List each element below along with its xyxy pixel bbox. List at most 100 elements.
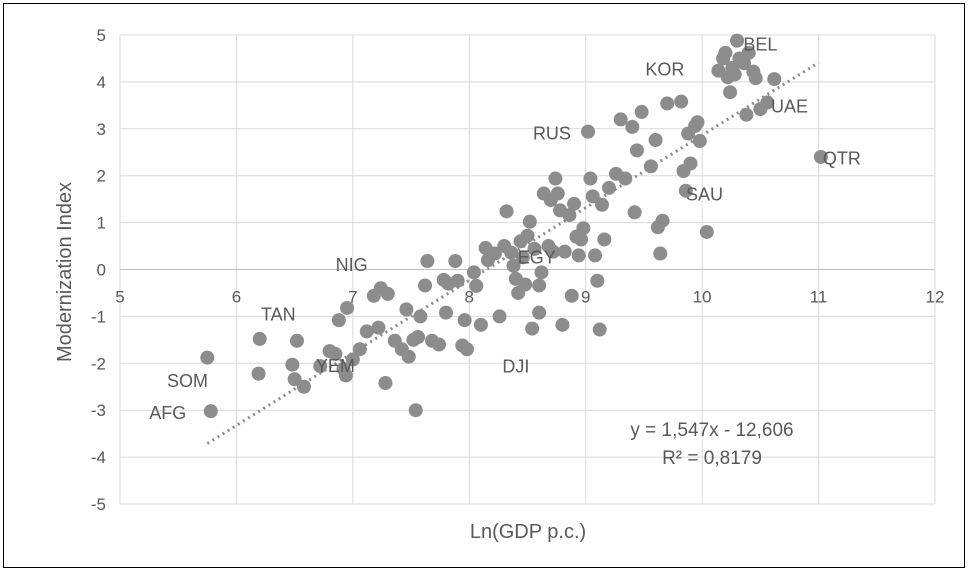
data-point: [313, 359, 328, 374]
x-tick-label: 10: [693, 288, 712, 307]
data-point: [730, 33, 745, 48]
data-point: [683, 156, 698, 171]
data-point: [574, 232, 589, 247]
data-point: [548, 171, 563, 186]
data-point: [378, 375, 393, 390]
data-point: [760, 95, 775, 110]
data-point: [331, 313, 346, 328]
data-point: [459, 342, 474, 357]
x-tick-label: 7: [348, 288, 357, 307]
data-point: [473, 317, 488, 332]
data-point: [564, 288, 579, 303]
data-point: [739, 107, 754, 122]
x-tick-label: 9: [581, 288, 590, 307]
data-point: [457, 313, 472, 328]
country-label: EGY: [518, 247, 556, 267]
data-point: [499, 204, 514, 219]
data-point: [287, 372, 302, 387]
y-tick-label: 0: [97, 261, 106, 280]
data-point: [251, 366, 266, 381]
data-point: [627, 205, 642, 220]
data-point: [546, 244, 561, 259]
data-point: [678, 183, 693, 198]
trendline: [206, 61, 820, 445]
country-label: KOR: [645, 60, 684, 80]
x-tick-label: 12: [926, 288, 945, 307]
data-point: [588, 248, 603, 263]
data-point: [595, 197, 610, 212]
y-tick-label: -1: [91, 307, 106, 326]
data-point: [439, 305, 453, 320]
data-point: [534, 265, 549, 280]
data-point: [418, 278, 433, 293]
data-point: [597, 232, 612, 247]
x-tick-label: 11: [810, 288, 828, 307]
data-point: [487, 246, 502, 261]
y-tick-label: -4: [91, 448, 106, 467]
data-point: [469, 278, 484, 293]
data-point: [352, 342, 367, 357]
data-point: [466, 265, 481, 280]
data-point: [359, 324, 374, 339]
data-point: [532, 278, 547, 293]
data-point: [655, 213, 670, 228]
data-point: [557, 244, 572, 259]
data-point: [723, 85, 738, 100]
country-label: YEM: [316, 356, 355, 376]
data-point: [718, 45, 733, 60]
data-point: [748, 71, 763, 86]
data-point: [328, 346, 343, 361]
data-point: [562, 208, 577, 223]
data-point: [506, 258, 521, 273]
x-tick-label: 5: [115, 288, 124, 307]
data-point: [618, 171, 633, 186]
x-tick-label: 6: [232, 288, 241, 307]
y-tick-label: 3: [97, 120, 106, 139]
data-point: [634, 104, 649, 119]
data-point: [399, 302, 414, 317]
y-tick-label: -5: [91, 495, 106, 514]
country-label: DJI: [502, 357, 529, 377]
data-point: [581, 124, 596, 139]
data-point: [567, 196, 582, 211]
data-point: [420, 254, 435, 269]
data-point: [602, 180, 616, 195]
country-label: AFG: [149, 403, 186, 423]
gridlines: [119, 34, 936, 505]
data-point: [527, 241, 542, 256]
data-point: [576, 221, 591, 236]
data-point: [401, 349, 416, 364]
country-label: NIG: [336, 255, 368, 275]
y-axis-title: Modernization Index: [54, 182, 76, 362]
x-axis-title: Ln(GDP p.c.): [470, 521, 586, 543]
x-tick-labels: 5 6 7 8 9 10 11 12: [115, 288, 944, 307]
y-tick-labels: 5 4 3 2 1 0 -1 -2 -3 -4 -5: [91, 26, 106, 514]
data-point: [413, 309, 428, 324]
data-point: [371, 320, 386, 335]
data-point: [520, 228, 535, 243]
data-point: [296, 379, 311, 394]
data-point: [448, 254, 463, 269]
data-point: [727, 67, 742, 82]
data-point: [813, 149, 828, 164]
data-point: [203, 404, 218, 419]
country-label: TAN: [261, 305, 296, 325]
country-label: SOM: [167, 371, 208, 391]
data-point: [525, 321, 540, 336]
y-tick-label: 4: [97, 73, 106, 92]
chart-frame: 5 4 3 2 1 0 -1 -2 -3 -4 -5 5 6 7 8 9 10 11 12 BEL KOR UAE RU…: [3, 3, 965, 568]
data-point: [629, 143, 644, 158]
y-tick-label: 5: [97, 26, 106, 45]
data-point: [532, 305, 547, 320]
data-point: [660, 96, 675, 111]
data-point: [522, 214, 537, 229]
data-point: [583, 171, 598, 186]
trendline-equation: y = 1,547x - 12,606: [630, 420, 793, 441]
country-labels: BEL KOR UAE RUS QTR SAU NIG EGY TAN DJI YEM SOM AFG: [149, 34, 861, 423]
data-point: [692, 133, 707, 148]
data-point: [518, 277, 533, 292]
country-label: RUS: [533, 123, 571, 143]
data-point: [200, 350, 215, 365]
data-point: [648, 133, 663, 148]
